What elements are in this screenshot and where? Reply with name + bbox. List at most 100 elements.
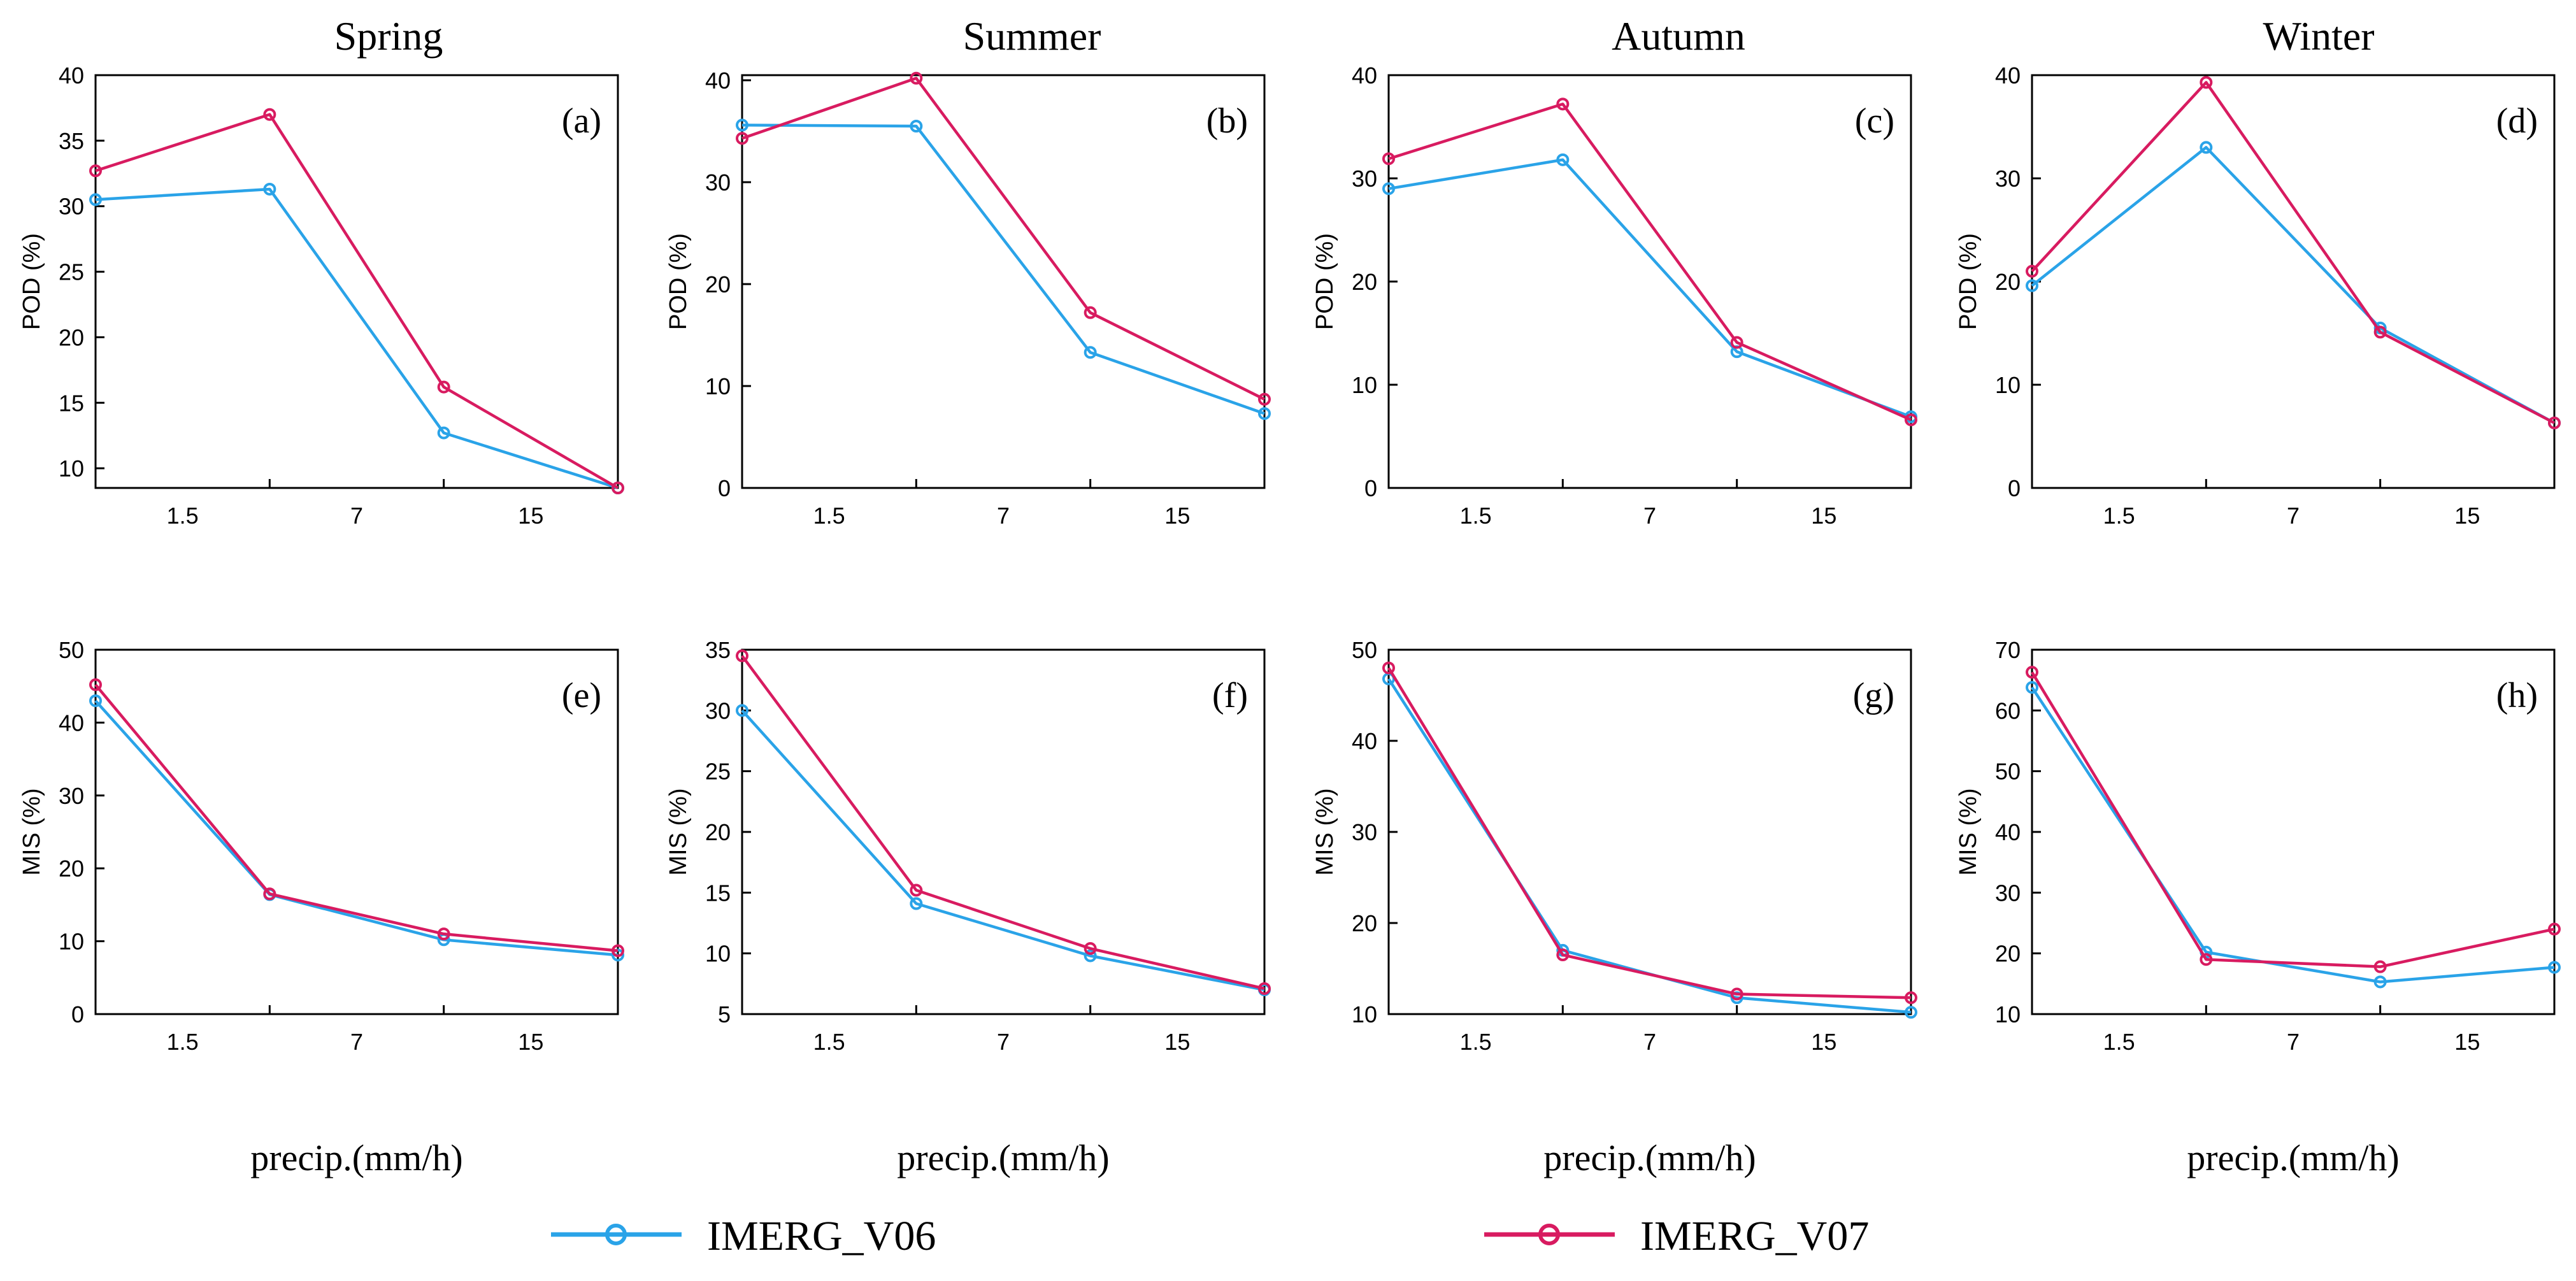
y-tick-label-4: 20 (1995, 269, 2021, 295)
plot-frame-6 (741, 648, 1266, 1015)
y-tick-label-1: 40 (59, 62, 84, 89)
series-line-v07-2 (741, 76, 1266, 401)
data-point-v06-8 (2373, 975, 2387, 989)
y-tick-label-1: 20 (59, 324, 84, 350)
x-tick-label-7: 7 (1643, 1029, 1656, 1055)
plot-frame-2 (741, 74, 1266, 489)
x-tick-label-8: 1.5 (2103, 1029, 2135, 1055)
y-tick-label-5: 20 (59, 855, 84, 882)
x-tick-label-6: 1.5 (813, 1029, 845, 1055)
data-point-v06-1 (437, 426, 450, 440)
series-line-v06-1 (95, 187, 619, 490)
data-point-v07-3 (1730, 336, 1743, 349)
plot-frame-7 (1387, 648, 1912, 1015)
data-point-v07-1 (263, 108, 276, 121)
data-point-v06-2 (910, 120, 923, 132)
data-point-v07-6 (1084, 942, 1097, 955)
y-tick-label-4: 0 (2008, 475, 2021, 501)
x-axis-label-8: precip.(mm/h) (2187, 1137, 2399, 1178)
panel-3: 0 10 20 30 40 1.5 7 15 POD (%) (c) (1312, 62, 1917, 529)
y-tick-label-6: 30 (705, 698, 731, 724)
data-point-v07-3 (1382, 152, 1395, 166)
y-axis-label-8: MIS (%) (1955, 788, 1982, 875)
data-point-v07-5 (89, 678, 102, 691)
plot-frame-4 (2031, 74, 2556, 489)
data-point-v07-5 (263, 887, 276, 901)
y-tick-label-8: 70 (1995, 637, 2021, 663)
plot-frame-3 (1387, 74, 1912, 489)
y-tick-label-3: 40 (1352, 62, 1377, 89)
y-tick-label-5: 10 (59, 929, 84, 955)
y-tick-label-1: 15 (59, 390, 84, 416)
y-tick-label-2: 10 (705, 373, 731, 399)
series-line-v07-5 (94, 683, 619, 952)
season-title-spring: Spring (334, 13, 443, 59)
panel-2: 0 10 20 30 40 1.5 7 15 POD (%) (b) (665, 68, 1271, 529)
y-tick-label-5: 40 (59, 710, 84, 736)
season-title-winter: Winter (2263, 13, 2374, 59)
series-line-v06-2 (741, 124, 1265, 415)
data-point-v07-8 (2548, 922, 2561, 936)
y-tick-label-5: 50 (59, 637, 84, 663)
data-point-v07-2 (1258, 392, 1271, 406)
panel-1: 10 15 20 25 30 35 40 1.5 7 15 POD (%) (a) (18, 62, 624, 529)
x-axis-label-7: precip.(mm/h) (1543, 1137, 1756, 1178)
y-tick-label-3: 0 (1364, 475, 1377, 501)
panel-4: 0 10 20 30 40 1.5 7 15 POD (%) (d) (1955, 62, 2561, 529)
data-point-v06-3 (1382, 182, 1395, 196)
data-point-v07-7 (1382, 661, 1395, 675)
series-line-v07-7 (1387, 667, 1912, 999)
panel-6: 5 10 15 20 25 30 35 1.5 7 15 MIS (%) (f) precip.(mm/… (665, 637, 1271, 1178)
y-tick-label-6: 10 (705, 941, 731, 967)
data-point-v07-4 (2373, 326, 2387, 339)
data-point-v07-1 (89, 164, 102, 178)
y-tick-label-6: 15 (705, 880, 731, 906)
series-line-v06-7 (1387, 678, 1912, 1014)
series-line-v07-6 (741, 655, 1265, 991)
x-tick-label-2: 1.5 (813, 503, 845, 529)
y-tick-label-8: 10 (1995, 1001, 2021, 1027)
x-tick-label-7: 1.5 (1460, 1029, 1492, 1055)
y-tick-label-7: 10 (1352, 1001, 1377, 1027)
y-tick-label-7: 50 (1352, 637, 1377, 663)
legend-marker-v07 (1538, 1224, 1560, 1245)
data-point-v07-3 (1905, 413, 1917, 427)
y-tick-label-3: 10 (1352, 372, 1377, 398)
data-point-v06-1 (89, 193, 102, 206)
plot-frame-1 (94, 74, 619, 489)
data-point-v07-5 (612, 944, 624, 957)
y-tick-label-4: 40 (1995, 62, 2021, 89)
legend-label-v07: IMERG_V07 (1640, 1213, 1869, 1259)
series-line-v06-4 (2031, 146, 2556, 424)
data-point-v07-1 (437, 380, 450, 394)
series-line-v06-6 (741, 709, 1265, 992)
data-point-v07-2 (736, 132, 748, 145)
y-tick-label-8: 50 (1995, 759, 2021, 785)
y-axis-label-6: MIS (%) (665, 788, 692, 875)
y-tick-label-8: 20 (1995, 941, 2021, 967)
data-point-v07-8 (2373, 960, 2387, 973)
y-tick-label-7: 20 (1352, 910, 1377, 936)
data-point-v07-7 (1730, 987, 1743, 1001)
x-tick-label-6: 7 (997, 1029, 1010, 1055)
panel-tag-6: (f) (1212, 676, 1248, 715)
data-point-v06-4 (2200, 141, 2213, 154)
y-tick-label-5: 0 (71, 1001, 84, 1027)
data-point-v07-8 (2026, 666, 2038, 679)
y-tick-label-1: 10 (59, 455, 84, 482)
legend-label-v06: IMERG_V06 (707, 1213, 936, 1259)
x-tick-label-4: 15 (2454, 503, 2480, 529)
y-axis-label-1: POD (%) (18, 233, 45, 330)
y-tick-label-5: 30 (59, 783, 84, 809)
y-tick-label-7: 40 (1352, 728, 1377, 754)
season-titles: Spring Summer Autumn Winter (334, 13, 2375, 59)
x-tick-label-1: 7 (350, 503, 363, 529)
series-line-v06-8 (2031, 686, 2555, 984)
panel-tag-1: (a) (562, 101, 601, 141)
data-point-v07-4 (2200, 76, 2213, 89)
data-point-v06-8 (2548, 961, 2561, 974)
data-point-v07-6 (1258, 982, 1271, 995)
plot-frame-8 (2031, 648, 2556, 1015)
